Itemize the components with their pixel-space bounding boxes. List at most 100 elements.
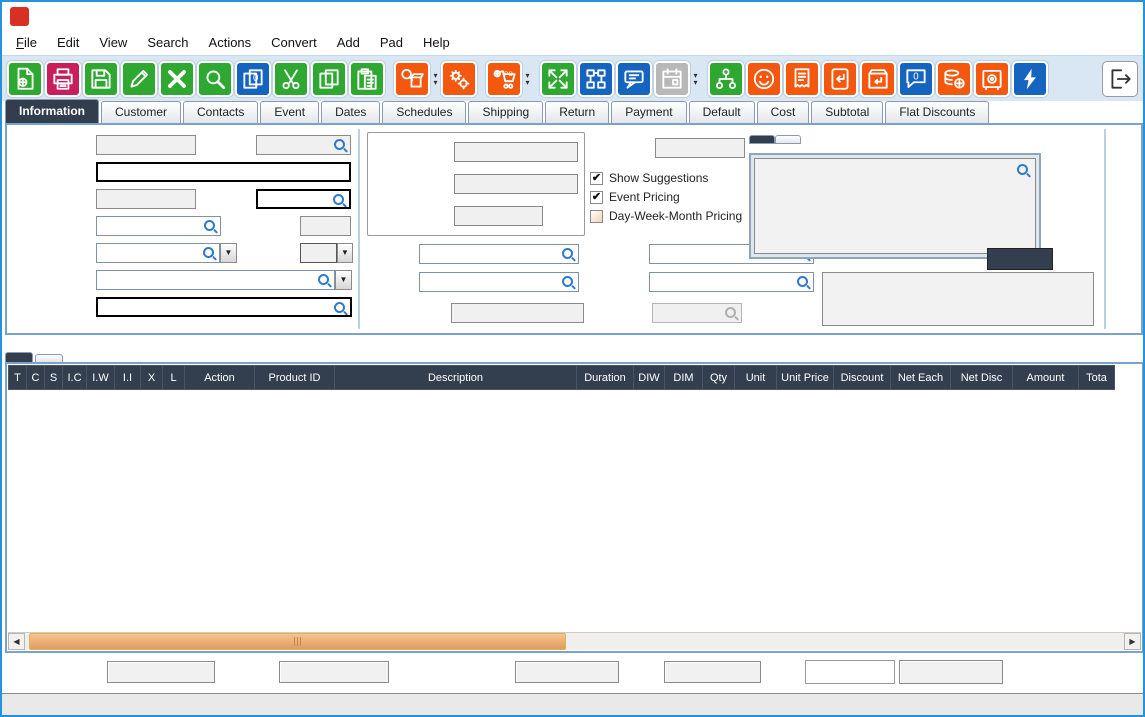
probability-field[interactable] (300, 243, 337, 263)
comments-textarea[interactable] (754, 158, 1036, 254)
vault-button[interactable] (974, 60, 1010, 97)
tab-subtotal[interactable]: Subtotal (811, 101, 884, 123)
duration-field[interactable] (454, 206, 543, 226)
tab-items[interactable] (5, 352, 33, 362)
bill-contact-field[interactable] (649, 272, 814, 292)
search-icon[interactable] (203, 219, 218, 234)
conv-date-field[interactable] (655, 138, 745, 158)
sales-person-field[interactable] (96, 270, 335, 290)
speech-zero-button[interactable]: 0 (898, 60, 934, 97)
expand-arrows-button[interactable] (540, 60, 576, 97)
menu-item-convert[interactable]: Convert (271, 35, 317, 50)
column-header-x[interactable]: X (140, 365, 163, 390)
toolbar-overflow-chevrons-icon[interactable]: ▾ ▾ (525, 70, 530, 87)
tab-default[interactable]: Default (688, 101, 755, 123)
gears-button[interactable] (441, 60, 477, 97)
delete-x-button[interactable] (159, 60, 195, 97)
smiley-button[interactable] (746, 60, 782, 97)
tab-labor[interactable] (35, 354, 63, 362)
cut-scissors-button[interactable] (273, 60, 309, 97)
checkbox-day-week-month-pricing[interactable] (590, 209, 603, 223)
tab-customer[interactable]: Customer (101, 101, 182, 123)
column-header-unit-price[interactable]: Unit Price (776, 365, 834, 390)
column-header-l[interactable]: L (162, 365, 185, 390)
column-header-amount[interactable]: Amount (1012, 365, 1079, 390)
duplicate-zero-button[interactable]: 0 (235, 60, 271, 97)
tab-schedules[interactable]: Schedules (382, 101, 467, 123)
project-field[interactable] (256, 189, 351, 209)
tab-labor-comments[interactable] (775, 135, 801, 144)
column-header-i-w[interactable]: I.W (86, 365, 115, 390)
save-button[interactable] (83, 60, 119, 97)
toolbar-overflow-chevrons-icon[interactable]: ▾ ▾ (433, 70, 438, 87)
search-icon[interactable] (561, 275, 576, 290)
sub-orders-field[interactable] (300, 216, 351, 236)
menu-item-search[interactable]: Search (147, 35, 189, 50)
customer-field[interactable] (419, 244, 579, 264)
menu-item-file[interactable]: File (16, 35, 37, 50)
tab-payment[interactable]: Payment (611, 101, 687, 123)
tab-contacts[interactable]: Contacts (183, 101, 259, 123)
menu-item-actions[interactable]: Actions (208, 35, 252, 50)
edit-pencil-button[interactable] (121, 60, 157, 97)
reset-button[interactable] (987, 248, 1053, 270)
column-header-i-c[interactable]: I.C (62, 365, 87, 390)
menu-item-add[interactable]: Add (336, 35, 360, 50)
new-document-button[interactable] (7, 60, 43, 97)
scroll-right-icon[interactable]: ▶ (1124, 633, 1141, 650)
tab-shipping[interactable]: Shipping (468, 101, 544, 123)
receipt-scroll-button[interactable] (784, 60, 820, 97)
tab-information[interactable]: Information (5, 99, 99, 123)
labor-planner-field[interactable] (96, 297, 352, 317)
search-product-button[interactable] (394, 60, 430, 97)
checkbox-show-suggestions[interactable]: ✔ (590, 171, 603, 185)
project-mgr-field[interactable] (96, 243, 220, 263)
search-icon[interactable] (561, 247, 576, 262)
column-header-c[interactable]: C (26, 365, 45, 390)
tab-comments[interactable] (749, 135, 775, 144)
end-date-field[interactable] (454, 174, 578, 194)
number-field[interactable] (96, 135, 196, 155)
search-icon[interactable] (796, 275, 811, 290)
menu-item-edit[interactable]: Edit (56, 35, 80, 50)
column-header-net-each[interactable]: Net Each (890, 365, 951, 390)
menu-item-view[interactable]: View (99, 35, 128, 50)
column-header-tota[interactable]: Tota (1078, 365, 1115, 390)
column-header-discount[interactable]: Discount (833, 365, 891, 390)
column-header-unit[interactable]: Unit (734, 365, 777, 390)
column-header-t[interactable]: T (8, 365, 27, 390)
search-icon[interactable] (333, 138, 348, 153)
contact-field[interactable] (419, 272, 579, 292)
start-date-field[interactable] (454, 142, 578, 162)
search-icon[interactable] (333, 301, 348, 315)
tab-return[interactable]: Return (545, 101, 610, 123)
scrollbar-thumb[interactable] (29, 633, 566, 650)
column-header-i-i[interactable]: I.I (114, 365, 141, 390)
scroll-left-icon[interactable]: ◀ (8, 633, 25, 650)
paste-button[interactable] (349, 60, 385, 97)
toolbar-overflow-chevrons-icon[interactable]: ▾ ▾ (693, 70, 698, 87)
column-header-diw[interactable]: DIW (633, 365, 665, 390)
flowchart-button[interactable] (578, 60, 614, 97)
add-purchase-order-button[interactable]: PO (486, 60, 522, 97)
copy-button[interactable] (311, 60, 347, 97)
box-return-button[interactable] (860, 60, 896, 97)
document-folder-box[interactable] (822, 272, 1094, 326)
search-icon[interactable] (1016, 163, 1031, 178)
date-created-field[interactable] (96, 189, 196, 209)
coins-add-button[interactable] (936, 60, 972, 97)
probability-dropdown-icon[interactable]: ▼ (337, 243, 353, 263)
search-icon[interactable] (317, 273, 332, 288)
menu-item-pad[interactable]: Pad (379, 35, 403, 50)
site-field[interactable] (96, 216, 221, 236)
column-header-action[interactable]: Action (184, 365, 255, 390)
column-header-s[interactable]: S (44, 365, 63, 390)
checkbox-event-pricing[interactable]: ✔ (590, 190, 603, 204)
tab-dates[interactable]: Dates (321, 101, 381, 123)
sales-person-dropdown-icon[interactable]: ▼ (335, 270, 352, 290)
search-icon[interactable] (202, 246, 217, 261)
org-chart-button[interactable] (708, 60, 744, 97)
lightning-button[interactable] (1012, 60, 1048, 97)
return-document-button[interactable] (822, 60, 858, 97)
print-button[interactable] (45, 60, 81, 97)
